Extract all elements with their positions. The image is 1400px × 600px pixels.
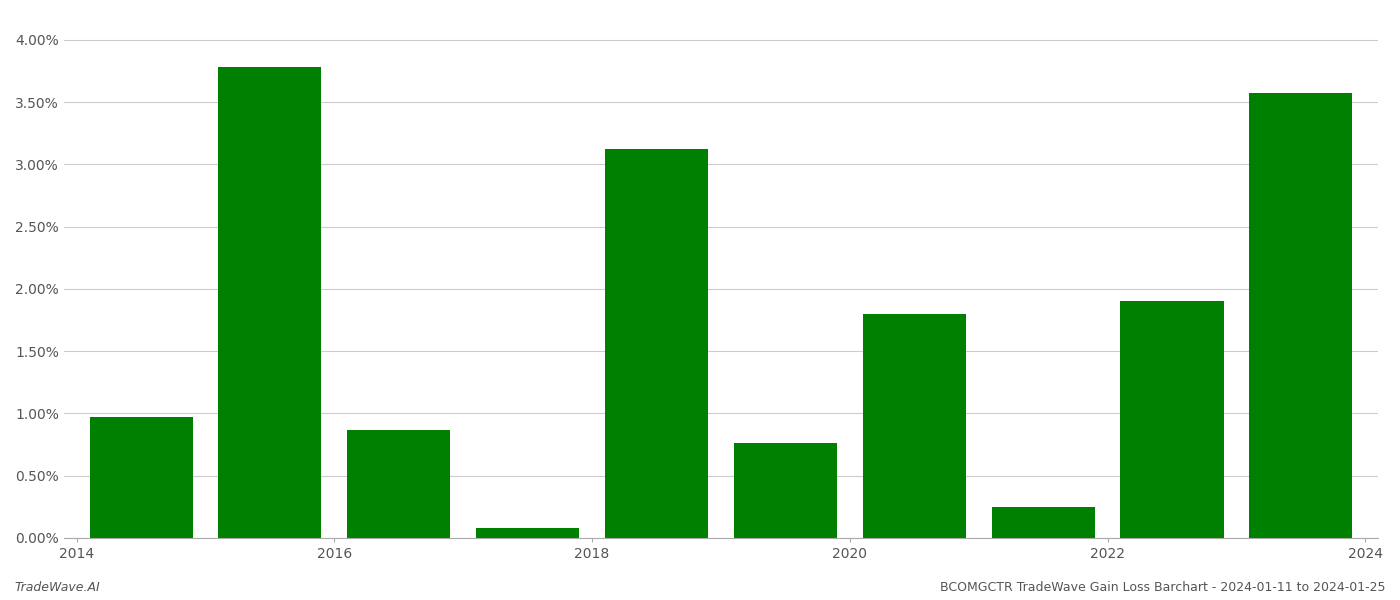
Text: TradeWave.AI: TradeWave.AI [14, 581, 99, 594]
Bar [991, 507, 1095, 538]
Bar [476, 528, 580, 538]
Text: BCOMGCTR TradeWave Gain Loss Barchart - 2024-01-11 to 2024-01-25: BCOMGCTR TradeWave Gain Loss Barchart - … [941, 581, 1386, 594]
Bar [347, 430, 451, 538]
Bar [1120, 301, 1224, 538]
Bar [1249, 94, 1352, 538]
Bar [605, 149, 708, 538]
Bar [218, 67, 322, 538]
Bar [734, 443, 837, 538]
Bar [90, 417, 193, 538]
Bar [862, 314, 966, 538]
